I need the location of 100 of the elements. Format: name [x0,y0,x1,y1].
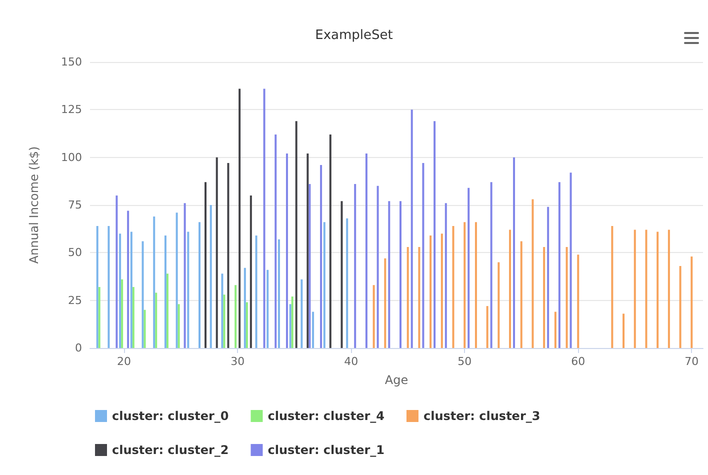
bar [440,234,443,348]
bar [210,205,212,348]
bar [668,230,670,348]
bar [234,285,237,348]
bar [300,279,303,348]
bar [221,274,224,348]
bar [320,164,322,348]
bar [244,268,246,348]
y-tick-label: 75 [68,198,82,212]
bar [164,236,166,348]
bar [204,182,207,348]
legend-label: cluster: cluster_2 [112,443,229,457]
bar [295,121,298,348]
x-tick-label: 40 [344,355,358,368]
bar [410,110,413,348]
bar [690,256,693,348]
bar [250,195,252,348]
bar [346,218,348,348]
bar [547,206,550,348]
bar [570,172,572,348]
bar [223,294,226,348]
x-tick-label: 20 [117,355,132,368]
bar [187,232,190,348]
bar [376,186,379,348]
bar [216,157,218,348]
bar [354,184,356,348]
bar [468,188,470,348]
x-tick-label: 50 [458,355,472,368]
bar [246,302,248,348]
bar [291,296,294,348]
y-tick-label: 25 [68,294,82,307]
bar [286,154,288,348]
y-tick-label: 100 [61,150,82,164]
bar [520,241,522,348]
bar [486,306,488,348]
bar [656,232,659,348]
bar [312,312,314,348]
bar [532,199,534,348]
bar [306,154,309,348]
bar [418,246,420,348]
x-tick-label: 70 [684,355,699,368]
bar [308,184,311,348]
bar [634,230,636,348]
bar [645,230,648,348]
bar [323,222,326,348]
y-tick-label: 50 [68,246,82,260]
y-tick-label: 125 [61,103,82,116]
bar [153,216,156,348]
bar [444,203,447,348]
bar [184,203,186,348]
bar [155,292,158,348]
bar [554,312,556,348]
bar [474,222,477,348]
bar [577,254,580,348]
bar [116,195,118,348]
bar [509,230,512,348]
bar [96,226,98,348]
chart-title: ExampleSet [315,28,393,43]
bar [622,314,625,348]
bar [452,226,454,348]
bar [142,241,144,348]
bar [278,239,280,348]
bar [340,201,343,348]
bar [464,222,466,348]
legend-label: cluster: cluster_4 [268,409,384,423]
bar [430,236,432,348]
x-axis-title: Age [384,373,408,387]
bar [132,286,134,348]
bar [372,285,375,348]
bar [434,121,436,348]
bar [422,163,424,348]
bar [289,304,292,348]
bar [679,266,682,348]
bar [198,222,201,348]
bar [238,88,241,348]
bar [388,201,390,348]
bar [263,88,266,348]
bar [498,262,500,348]
bar [490,182,492,348]
x-tick-label: 60 [571,355,586,368]
bar [406,246,409,348]
bar [121,279,124,348]
bar [558,182,560,348]
y-tick-label: 0 [75,342,82,354]
bar [384,258,386,348]
bar [266,270,269,348]
bar [543,246,546,348]
legend-label: cluster: cluster_0 [112,409,229,423]
bar [98,286,100,348]
bar [566,246,568,348]
bar [130,232,132,348]
bar [513,157,516,348]
bar [178,304,180,348]
bar [227,163,230,348]
bar [329,134,332,348]
y-axis-title: Annual Income (k$) [27,146,41,264]
legend-label: cluster: cluster_1 [268,443,384,457]
bar [611,226,614,348]
legend-label: cluster: cluster_3 [423,409,540,423]
bar [119,234,122,348]
